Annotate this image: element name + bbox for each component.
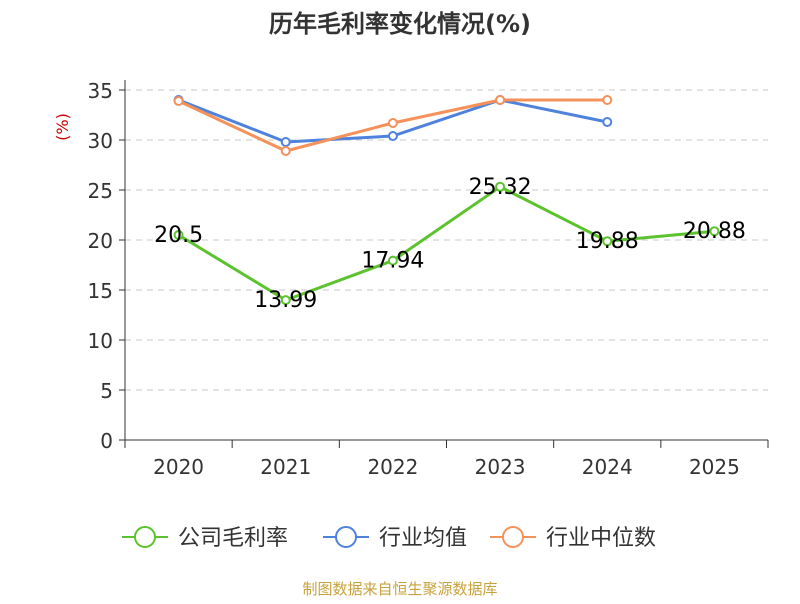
series-lines bbox=[173, 95, 720, 306]
data-label: 13.99 bbox=[254, 288, 317, 313]
legend-swatch-marker bbox=[502, 526, 524, 548]
data-point bbox=[387, 131, 398, 141]
y-tick-label: 15 bbox=[88, 279, 113, 303]
data-point bbox=[280, 295, 291, 306]
data-source-note: 制图数据来自恒生聚源数据库 bbox=[302, 580, 497, 598]
series-line bbox=[177, 185, 715, 302]
legend-item[interactable]: 行业中位数 bbox=[490, 526, 656, 551]
data-label: 19.88 bbox=[576, 229, 639, 254]
x-tick-label: 2024 bbox=[582, 455, 633, 479]
data-label: 25.32 bbox=[469, 175, 532, 200]
series-group bbox=[173, 181, 720, 306]
data-point bbox=[173, 230, 184, 240]
x-tick-label: 2021 bbox=[260, 455, 311, 479]
legend-label: 行业均值 bbox=[379, 526, 467, 551]
data-label: 20.5 bbox=[154, 223, 203, 248]
data-label: 20.88 bbox=[683, 219, 746, 244]
legend-label: 公司毛利率 bbox=[178, 526, 288, 551]
y-tick-label: 30 bbox=[88, 129, 113, 153]
data-label: 17.94 bbox=[361, 249, 424, 274]
data-point bbox=[602, 117, 613, 127]
data-point bbox=[387, 118, 398, 128]
x-tick-label: 2023 bbox=[475, 455, 526, 479]
chart-title: 历年毛利率变化情况(%) bbox=[269, 10, 531, 38]
data-point bbox=[709, 226, 720, 237]
y-tick-label: 10 bbox=[88, 329, 113, 353]
legend-swatch-marker bbox=[134, 526, 156, 548]
grid-lines bbox=[125, 89, 768, 391]
legend: 公司毛利率 行业均值 行业中位数 bbox=[122, 526, 656, 551]
series-group bbox=[173, 95, 613, 156]
y-tick-label: 35 bbox=[88, 79, 113, 103]
x-tick-label: 2025 bbox=[689, 455, 740, 479]
y-tick-label: 20 bbox=[88, 229, 113, 253]
data-point bbox=[602, 236, 613, 247]
legend-item[interactable]: 行业均值 bbox=[323, 526, 467, 551]
y-tick-label: 25 bbox=[88, 179, 113, 203]
legend-swatch-marker bbox=[335, 526, 357, 548]
data-point bbox=[387, 255, 398, 266]
data-point bbox=[602, 95, 613, 105]
x-tick-label: 2022 bbox=[367, 455, 418, 479]
data-point bbox=[280, 137, 291, 147]
y-tick-label: 5 bbox=[100, 379, 113, 403]
data-point bbox=[280, 146, 291, 156]
data-point bbox=[495, 181, 506, 192]
y-axis-label: (%) bbox=[53, 113, 72, 141]
data-point bbox=[495, 95, 506, 105]
legend-item[interactable]: 公司毛利率 bbox=[122, 526, 288, 551]
x-tick-label: 2020 bbox=[153, 455, 204, 479]
data-labels: 20.5 13.99 17.94 25.32 19.88 20.88 bbox=[154, 175, 746, 313]
y-tick-label: 0 bbox=[100, 429, 113, 453]
data-point bbox=[173, 96, 184, 106]
legend-label: 行业中位数 bbox=[546, 526, 656, 551]
